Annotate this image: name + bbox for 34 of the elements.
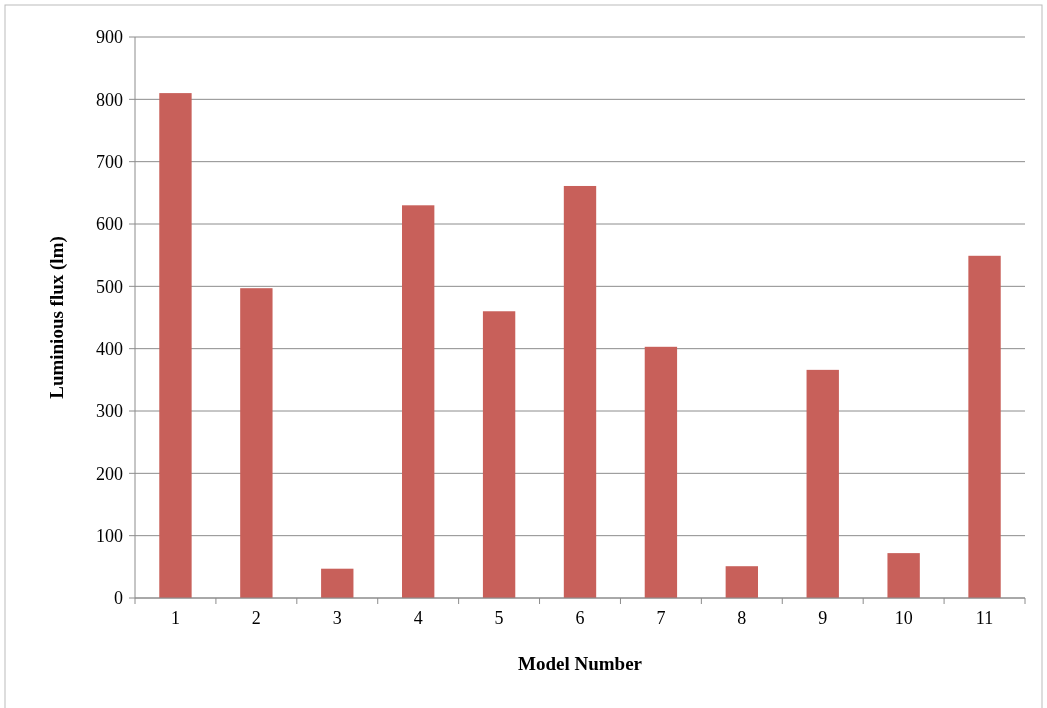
y-tick-label: 700: [96, 151, 123, 172]
y-tick-label: 900: [96, 27, 123, 48]
bar: [482, 311, 516, 598]
x-tick-label: 6: [575, 608, 585, 628]
bar: [321, 568, 354, 598]
x-tick-label: 9: [818, 608, 828, 628]
bar: [806, 369, 839, 598]
y-axis-title: Luminious flux (lm): [46, 236, 68, 399]
bar: [563, 185, 597, 598]
x-tick-label: 11: [975, 608, 994, 628]
bar: [725, 566, 758, 598]
y-tick-label: 200: [96, 463, 123, 484]
x-tick-label: 10: [894, 608, 913, 628]
bar: [402, 205, 435, 598]
y-tick-label: 500: [96, 276, 123, 297]
y-tick-label: 100: [96, 525, 123, 546]
y-tick-label: 300: [96, 401, 123, 422]
y-tick-label: 0: [114, 588, 123, 609]
x-tick-label: 5: [494, 608, 504, 628]
y-tick-label: 400: [96, 338, 123, 359]
y-tick-label: 800: [96, 89, 123, 110]
bar: [887, 553, 920, 598]
x-axis-title: Model Number: [517, 653, 643, 674]
x-tick-label: 1: [170, 608, 180, 628]
x-tick-label: 3: [332, 608, 342, 628]
x-tick-label: 7: [656, 608, 666, 628]
x-tick-label: 8: [737, 608, 747, 628]
bar: [644, 346, 678, 598]
bar: [240, 288, 273, 598]
bar: [968, 255, 1001, 598]
y-tick-label: 600: [96, 214, 123, 235]
x-tick-label: 2: [251, 608, 261, 628]
x-tick-label: 4: [413, 608, 423, 628]
bar: [159, 93, 192, 598]
